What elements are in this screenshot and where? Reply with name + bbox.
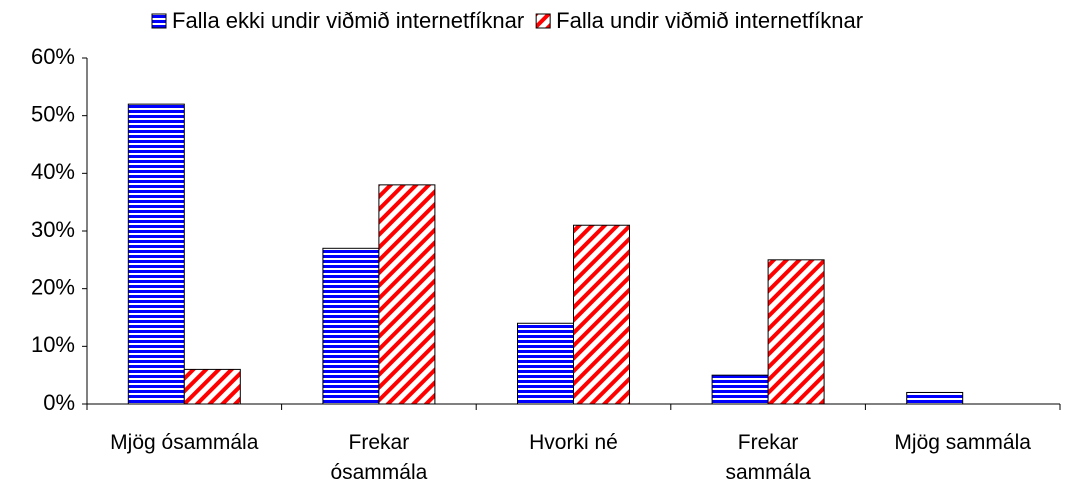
y-tick-label: 10% [31,332,75,357]
bar [573,224,630,405]
x-tick-label: Hvorki né [529,431,618,454]
legend-label: Falla undir viðmið internetfíknar [556,8,863,33]
bar [517,322,574,405]
bar [711,374,769,405]
bar [127,103,185,405]
bar [183,368,241,405]
bar [378,184,436,405]
bar [322,247,380,405]
legend-marker [151,13,167,29]
x-tick-label: Frekar sammála [725,431,811,484]
y-tick-label: 0% [43,390,75,415]
y-tick-label: 60% [31,44,75,69]
bar [767,259,825,405]
x-tick-label: Mjög sammála [894,431,1031,454]
bar [906,391,964,405]
x-tick-label: Frekar ósammála [330,431,428,484]
y-tick-label: 40% [31,159,75,184]
x-tick-label: Mjög ósammála [110,431,259,454]
legend-marker [535,13,551,29]
y-tick-label: 50% [31,101,75,126]
y-tick-label: 30% [31,217,75,242]
legend-label: Falla ekki undir viðmið internetfíknar [172,8,524,33]
y-tick-label: 20% [31,274,75,299]
